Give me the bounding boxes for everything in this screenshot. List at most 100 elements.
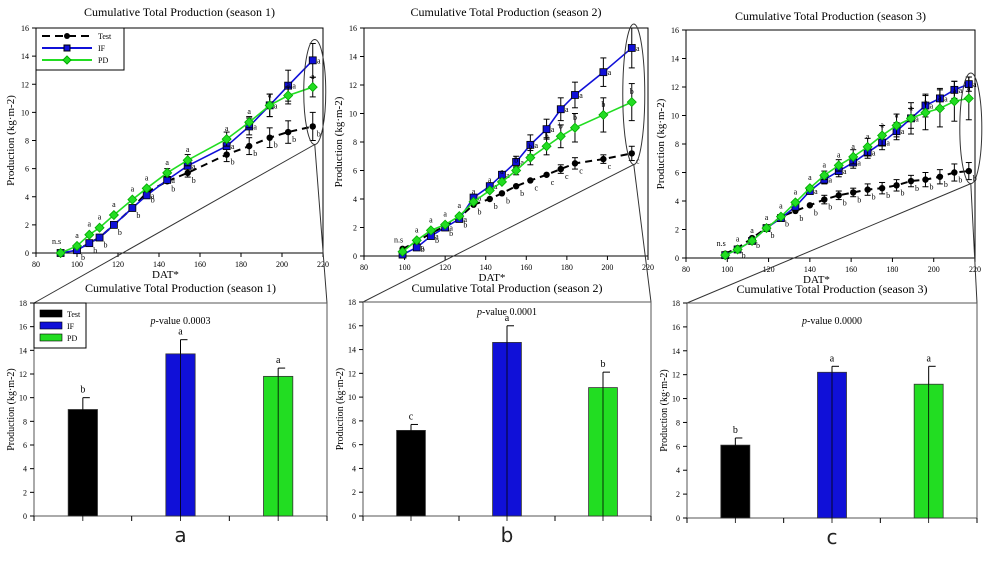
significance-letter: a — [247, 107, 251, 116]
significance-letter: a — [814, 187, 818, 196]
significance-letter: a — [535, 141, 539, 150]
significance-letter: a — [636, 44, 640, 53]
significance-letter: a — [926, 353, 931, 364]
significance-letter: a — [449, 224, 453, 233]
significance-letter: a — [192, 162, 196, 171]
significance-letter: b — [274, 141, 278, 150]
data-point-Test — [557, 165, 564, 173]
significance-letter: c — [636, 156, 640, 165]
y-tick-label: 12 — [21, 80, 29, 89]
significance-letter: a — [930, 102, 934, 111]
p-value-number: -value 0.0001 — [482, 307, 537, 318]
significance-letter: a — [938, 93, 942, 102]
data-point-Test — [893, 182, 900, 189]
data-point-PD — [598, 109, 609, 120]
significance-letter: a — [186, 145, 190, 154]
significance-letter: b — [80, 385, 85, 396]
significance-letter: b — [799, 214, 803, 223]
significance-letter: a — [500, 167, 504, 176]
chart-title: Cumulative Total Production (season 2) — [412, 281, 603, 295]
panel-label: a — [174, 523, 186, 547]
y-axis-label: Production (kg·m-2) — [659, 369, 670, 452]
x-tick-label: 180 — [561, 263, 573, 272]
significance-letter: a — [901, 127, 905, 136]
data-point-Test — [486, 195, 493, 203]
y-tick-label: 2 — [353, 224, 357, 233]
data-point-PD — [790, 197, 801, 208]
legend-marker-IF — [63, 44, 71, 52]
significance-letter: a — [953, 86, 957, 95]
data-point-PD — [848, 151, 859, 162]
significance-letter: a — [415, 225, 419, 234]
significance-letter: b — [872, 193, 876, 202]
series-line-PD — [724, 97, 969, 256]
data-point-PD — [264, 100, 275, 111]
data-point-PD — [496, 176, 508, 187]
legend-swatch-IF — [39, 321, 63, 330]
data-point-Test — [878, 184, 886, 192]
significance-letter: b — [435, 236, 439, 245]
significance-letter: a — [830, 353, 835, 364]
significance-letter: a — [880, 120, 884, 129]
significance-letter: b — [421, 245, 425, 254]
x-tick-label: 140 — [804, 265, 816, 274]
significance-letter: a — [808, 173, 812, 182]
significance-letter: b — [253, 149, 257, 158]
y-tick-label: 8 — [23, 417, 27, 426]
significance-letter: b — [292, 135, 296, 144]
significance-letter: b — [843, 198, 847, 207]
y-tick-label: 2 — [352, 488, 356, 497]
significance-letter: b — [478, 208, 482, 217]
significance-letter: b — [958, 176, 962, 185]
y-tick-label: 2 — [676, 490, 680, 499]
x-tick-label: 180 — [886, 265, 898, 274]
significance-letter: c — [409, 411, 414, 422]
data-point-PD — [108, 209, 119, 221]
legend-marker-PD — [62, 55, 72, 65]
significance-letter: b — [601, 100, 605, 109]
significance-letter: b — [317, 129, 321, 138]
data-point-PD — [569, 122, 581, 133]
x-tick-label: 80 — [32, 260, 40, 269]
significance-letter: b — [528, 143, 532, 152]
p-value-number: -value 0.0003 — [156, 316, 211, 327]
data-point-IF — [128, 204, 137, 212]
y-axis-label: Production (kg·m-2) — [6, 368, 17, 451]
legend-label-Test: Test — [98, 32, 112, 41]
y-tick-label: 14 — [19, 346, 27, 355]
significance-letter: c — [608, 162, 612, 171]
chart-title: Cumulative Total Production (season 1) — [84, 5, 275, 19]
data-point-PD — [761, 223, 772, 234]
y-tick-label: 2 — [23, 488, 27, 497]
data-point-PD — [283, 90, 294, 101]
y-tick-label: 6 — [25, 165, 29, 174]
chart-title: Cumulative Total Production (season 3) — [735, 9, 926, 23]
data-point-IF — [308, 56, 317, 65]
significance-letter: b — [171, 184, 175, 193]
significance-letter: a — [872, 149, 876, 158]
significance-letter: a — [944, 94, 948, 103]
data-point-PD — [141, 183, 152, 194]
legend-marker-Test — [64, 33, 70, 39]
legend-label-IF: IF — [98, 44, 106, 53]
significance-letter: c — [565, 172, 569, 181]
p-italic: p — [801, 316, 807, 327]
legend-label-PD: PD — [67, 334, 77, 343]
data-point-PD — [833, 160, 844, 171]
significance-letter: b — [494, 202, 498, 211]
y-tick-label: 8 — [353, 138, 357, 147]
significance-letter: a — [851, 142, 855, 151]
y-tick-label: 12 — [671, 83, 679, 92]
x-tick-label: 200 — [601, 263, 613, 272]
significance-letter: a — [973, 80, 977, 89]
significance-letter: b — [771, 231, 775, 240]
data-point-PD — [162, 167, 173, 178]
data-point-PD — [307, 81, 318, 93]
data-point-IF — [556, 105, 565, 114]
y-tick-label: 8 — [25, 137, 29, 146]
zoom-connector-line — [633, 164, 652, 303]
significance-letter: b — [449, 229, 453, 238]
significance-letter: b — [601, 359, 606, 370]
x-tick-label: 180 — [235, 260, 247, 269]
